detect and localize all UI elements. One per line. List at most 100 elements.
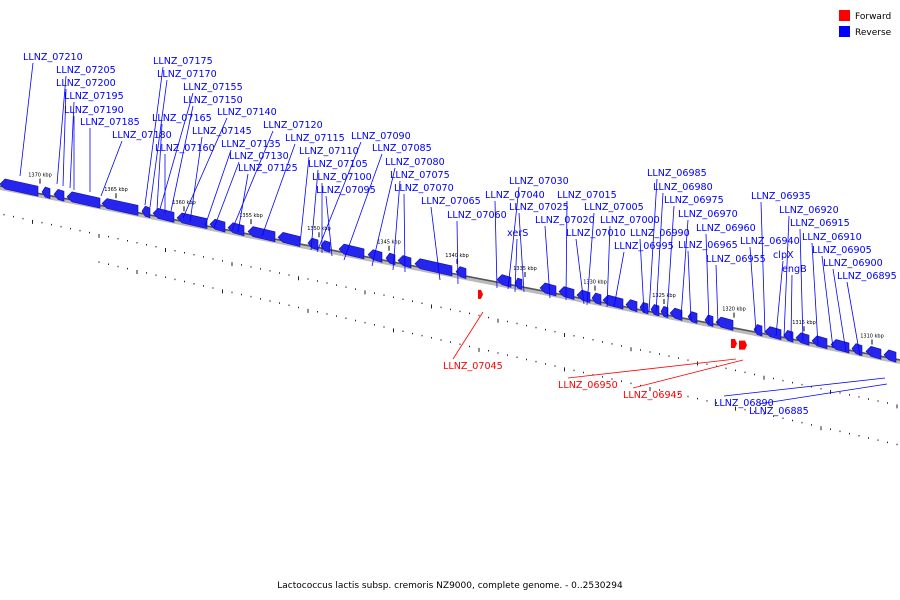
- label-leader: [749, 246, 757, 332]
- reverse-gene: [764, 326, 782, 341]
- gene-label: LLNZ_06980: [653, 182, 713, 193]
- label-leader: [156, 123, 163, 211]
- gene-label: LLNZ_07120: [263, 120, 323, 131]
- gene-label: LLNZ_07155: [183, 82, 243, 93]
- gene-label: LLNZ_06905: [812, 245, 872, 256]
- label-leader: [518, 212, 525, 293]
- gene-label: LLNZ_07195: [64, 91, 124, 102]
- gene-label: LLNZ_07020: [535, 215, 595, 226]
- gene-label: LLNZ_07075: [390, 170, 450, 181]
- label-leader: [371, 167, 396, 267]
- ruler-tick-label: 1350 kbp: [307, 226, 331, 232]
- ruler-tick-label: 1370 kbp: [28, 173, 52, 179]
- label-leader: [231, 130, 274, 231]
- label-leader: [586, 212, 595, 306]
- gene-label: LLNZ_07095: [316, 185, 376, 196]
- ruler-tick-label: 1320 kbp: [722, 307, 746, 313]
- ruler-tick-label: 1360 kbp: [172, 200, 196, 206]
- reverse-gene: [209, 218, 226, 233]
- gene-label: LLNZ_06985: [647, 168, 707, 179]
- label-leader: [680, 219, 689, 318]
- gene-labels: LLNZ_07210 LLNZ_07205 LLNZ_07200 LLNZ_07195…: [23, 52, 897, 417]
- legend-forward-label: Forward: [855, 12, 891, 22]
- gene-label: LLNZ_06975: [664, 195, 724, 206]
- label-leader: [775, 260, 784, 337]
- label-leader: [182, 117, 228, 219]
- label-leader: [544, 225, 551, 299]
- gene-label: LLNZ_07210: [23, 52, 83, 63]
- ruler-tick-label: 1310 kbp: [860, 334, 884, 340]
- gene-label: LLNZ_07170: [157, 69, 217, 80]
- gene-label: LLNZ_06955: [706, 254, 766, 265]
- gene-label: LLNZ_06920: [779, 205, 839, 216]
- label-leader: [343, 153, 383, 261]
- gene-label: LLNZ_07085: [372, 143, 432, 154]
- gene-label: LLNZ_07180: [112, 130, 172, 141]
- reverse-gene: [367, 249, 383, 263]
- label-leaders: [19, 62, 888, 405]
- legend-reverse-swatch: [839, 26, 850, 37]
- label-leader: [149, 79, 168, 208]
- label-leader: [567, 358, 737, 379]
- label-leader: [687, 250, 692, 322]
- gene-label: LLNZ_07060: [447, 210, 507, 221]
- label-leader: [456, 220, 459, 285]
- reverse-gene: [227, 222, 245, 237]
- label-leader: [19, 62, 34, 177]
- reverse-gene: [101, 198, 139, 216]
- gene-label: LLNZ_07125: [238, 163, 298, 174]
- gene-label: LLNZ_07040: [485, 190, 545, 201]
- forward-gene: [478, 289, 483, 299]
- gene-label: LLNZ_06970: [678, 209, 738, 220]
- gene-label: LLNZ_07190: [64, 105, 124, 116]
- label-leader: [846, 281, 861, 357]
- reverse-gene: [41, 186, 51, 199]
- reverse-gene: [660, 306, 669, 319]
- label-leader: [790, 274, 793, 340]
- gene-label: clpX: [773, 250, 794, 261]
- label-leader: [832, 268, 847, 353]
- reverse-gene: [865, 346, 882, 360]
- label-leader: [705, 233, 710, 325]
- label-leader: [310, 169, 319, 251]
- legend-forward-swatch: [839, 10, 850, 21]
- reverse-gene: [496, 274, 512, 288]
- reverse-gene: [338, 243, 365, 260]
- ruler-tick-label: 1335 kbp: [513, 266, 537, 272]
- gene-label: LLNZ_07205: [56, 65, 116, 76]
- label-leader: [783, 215, 790, 338]
- label-leader: [403, 193, 406, 273]
- gene-label: LLNZ_07070: [394, 183, 454, 194]
- label-leader: [715, 264, 719, 326]
- legend-reverse-label: Reverse: [855, 28, 892, 38]
- gene-label: LLNZ_07115: [285, 133, 345, 144]
- reverse-gene: [0, 178, 39, 197]
- reverse-gene: [514, 277, 523, 290]
- label-leader: [452, 311, 484, 360]
- label-leader: [144, 66, 164, 206]
- label-leader: [69, 101, 75, 189]
- reverse-gene: [625, 299, 638, 313]
- ruler-tick-label: 1340 kbp: [445, 253, 469, 259]
- reverse-gene: [811, 335, 828, 350]
- gene-label: LLNZ_06935: [751, 191, 811, 202]
- gene-label: LLNZ_06890: [714, 398, 774, 409]
- gene-label: LLNZ_06960: [696, 223, 756, 234]
- label-leader: [62, 88, 67, 187]
- caption: Lactococcus lactis subsp. cremoris NZ900…: [277, 581, 623, 591]
- gene-label: LLNZ_07045: [443, 361, 503, 372]
- gene-label: LLNZ_07160: [155, 143, 215, 154]
- gene-label: LLNZ_07135: [221, 139, 281, 150]
- gene-label: LLNZ_07025: [509, 202, 569, 213]
- gene-label: LLNZ_07065: [421, 196, 481, 207]
- gene-label: LLNZ_06900: [823, 258, 883, 269]
- label-leader: [606, 225, 611, 308]
- label-leader: [666, 205, 675, 317]
- reverse-gene: [455, 266, 467, 280]
- gene-label: LLNZ_06945: [623, 390, 683, 401]
- label-leader: [316, 141, 362, 253]
- gene-label: LLNZ_07130: [229, 151, 289, 162]
- reverse-gene: [320, 240, 331, 253]
- reverse-gene: [576, 289, 591, 304]
- gene-label: LLNZ_07150: [183, 95, 243, 106]
